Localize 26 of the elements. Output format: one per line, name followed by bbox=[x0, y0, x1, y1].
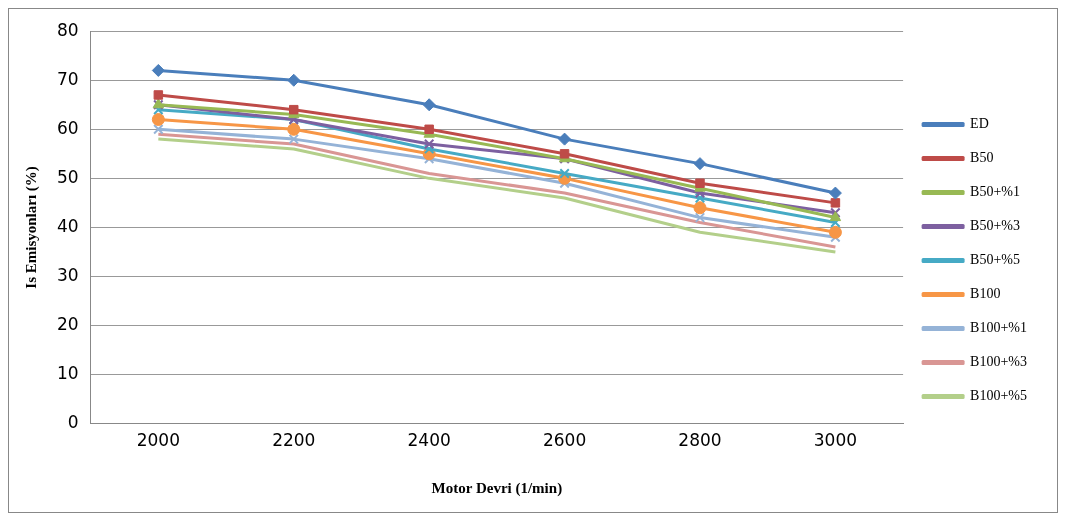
x-tick-label: 2800 bbox=[678, 430, 722, 451]
legend-label: B50 bbox=[970, 150, 994, 166]
x-tick-label: 2000 bbox=[136, 430, 180, 451]
x-tick-label: 2600 bbox=[542, 430, 587, 451]
legend-label: B100+%1 bbox=[970, 320, 1028, 336]
legend-label: B50+%3 bbox=[970, 218, 1021, 234]
y-tick-label: 20 bbox=[56, 313, 79, 334]
y-tick-label: 60 bbox=[56, 117, 79, 138]
y-tick-label: 40 bbox=[56, 215, 79, 236]
legend-label: B50+%1 bbox=[970, 184, 1021, 200]
x-tick-label: 3000 bbox=[813, 430, 858, 451]
x-tick-label: 2400 bbox=[407, 430, 451, 451]
legend-label: B100+%5 bbox=[970, 388, 1028, 404]
y-tick-label: 0 bbox=[67, 412, 79, 433]
legend-label: B100 bbox=[970, 286, 1001, 302]
x-axis-title: Motor Devri (1/min) bbox=[431, 479, 563, 497]
legend-label: ED bbox=[970, 116, 989, 132]
legend-label: B50+%5 bbox=[970, 252, 1021, 268]
y-tick-label: 30 bbox=[56, 264, 79, 285]
y-tick-label: 50 bbox=[56, 166, 79, 187]
y-tick-label: 10 bbox=[56, 362, 79, 383]
y-axis-title: Is Emisyonları (%) bbox=[22, 166, 40, 289]
legend-label: B100+%3 bbox=[970, 354, 1028, 370]
x-tick-label: 2200 bbox=[272, 430, 316, 451]
y-tick-label: 80 bbox=[56, 19, 79, 40]
y-tick-label: 70 bbox=[56, 68, 79, 89]
